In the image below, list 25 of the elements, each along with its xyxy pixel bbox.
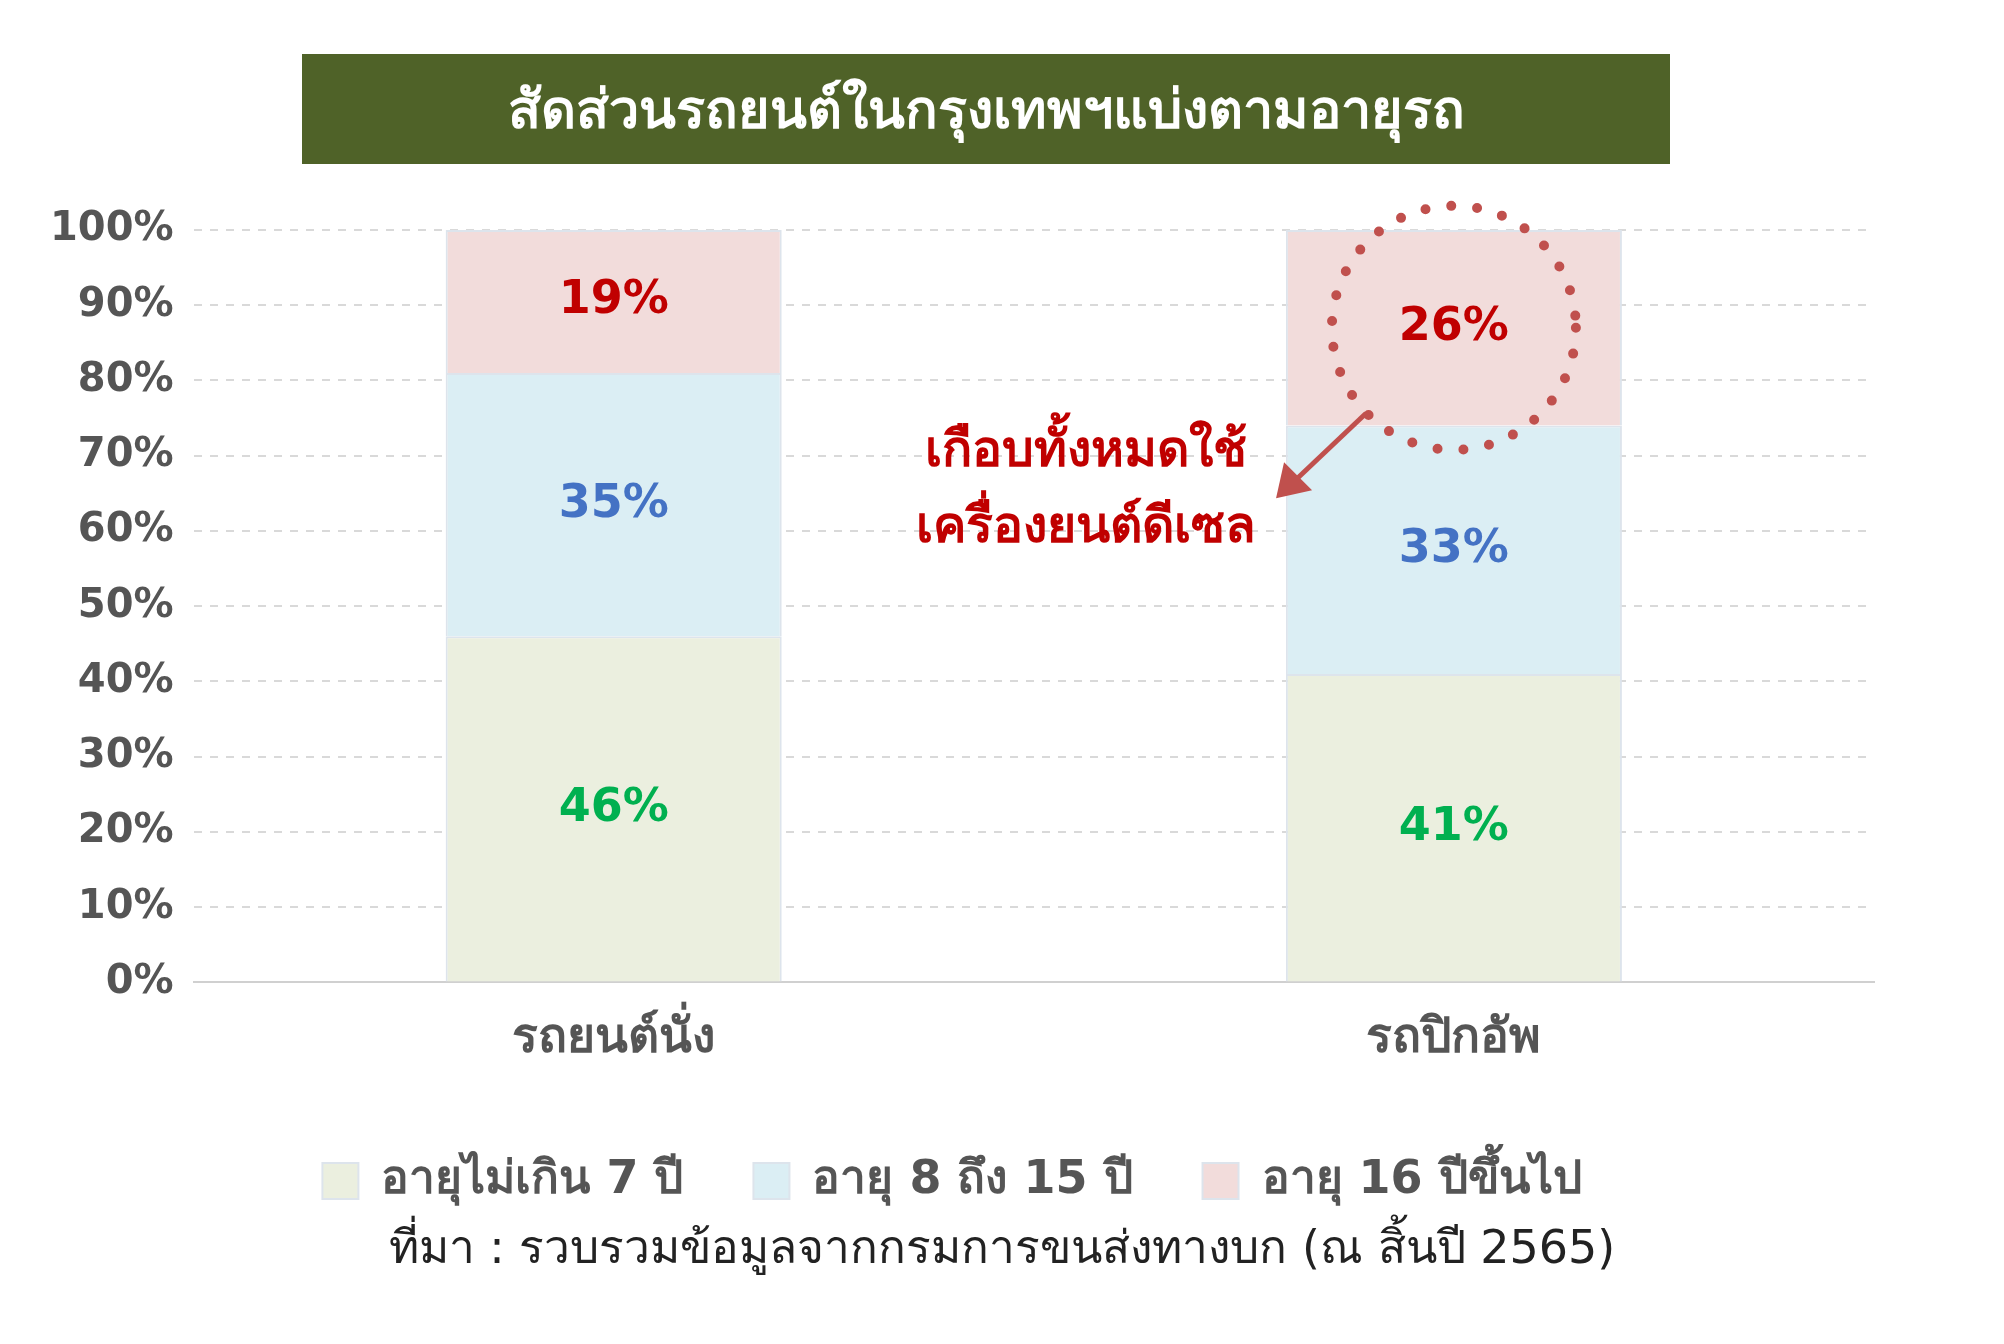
legend-label: อายุ 8 ถึง 15 ปี <box>812 1149 1133 1206</box>
y-tick-label: 30% <box>77 730 174 777</box>
data-label: 26% <box>1398 296 1509 351</box>
y-tick-label: 10% <box>77 880 174 927</box>
legend-label: อายุไม่เกิน 7 ปี <box>381 1149 684 1206</box>
data-label: 41% <box>1398 796 1509 851</box>
data-label: 19% <box>558 270 669 325</box>
y-tick-label: 100% <box>50 203 174 250</box>
text: ที่มา : รวบรวมข้อมูลจากกรมการขนส่งทางบก (ณ สิ้นปี 2565) <box>387 1213 1617 1277</box>
data-label: 46% <box>558 777 669 832</box>
y-tick-label: 50% <box>77 579 174 626</box>
data-label: 33% <box>1398 518 1509 573</box>
x-tick-label: รถปิกอัพ <box>1366 1006 1542 1063</box>
data-label: 35% <box>558 473 669 528</box>
y-tick-label: 90% <box>77 278 174 325</box>
legend-label: อายุ 16 ปีขึ้นไป <box>1261 1142 1582 1206</box>
y-tick-label: 0% <box>105 955 174 1002</box>
y-tick-label: 80% <box>77 353 174 400</box>
y-tick-label: 70% <box>77 429 174 476</box>
y-tick-label: 40% <box>77 654 174 701</box>
y-tick-label: 20% <box>77 805 174 852</box>
chart-title: สัดส่วนรถยนต์ในกรุงเทพฯแบ่งตามอายุรถ <box>302 54 1670 164</box>
annotation: เกือบทั้งหมดใช้ เครื่องยนต์ดีเซล <box>916 411 1257 556</box>
x-tick-label: รถยนต์นั่ง <box>512 1000 716 1063</box>
y-tick-label: 60% <box>77 504 174 551</box>
